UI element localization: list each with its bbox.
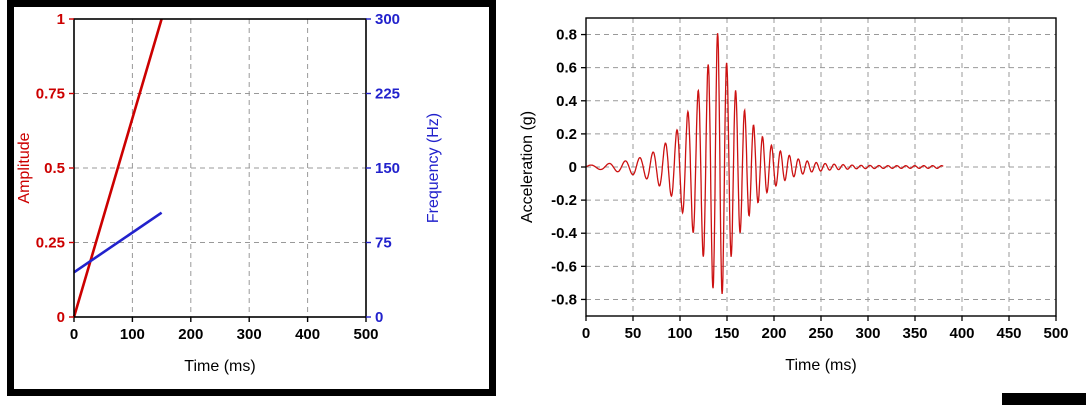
x-tick-label: 200 (178, 326, 203, 343)
y-right-tick-label: 75 (375, 235, 392, 252)
y-tick-label: 0.4 (556, 93, 578, 110)
x-tick-label: 450 (996, 325, 1021, 342)
amplitude-frequency-chart-panel: 0 100 200 300 400 500 0 0.25 0.5 0.75 1 0 75 150 225 30… (7, 0, 496, 396)
x-tick-label: 500 (353, 326, 378, 343)
right-plot-area: 0 50 100 150 200 250 300 350 400 450 500 0.8 0.6 0.4 0… (551, 17, 1069, 342)
left-yaxis-right-title: Frequency (Hz) (425, 113, 442, 223)
y-right-tick-label: 150 (375, 160, 400, 177)
ticks-and-labels: 0 50 100 150 200 250 300 350 400 450 500 0.8 0.6 0.4 0… (551, 27, 1068, 342)
acceleration-chart: 0 50 100 150 200 250 300 350 400 450 500 0.8 0.6 0.4 0… (519, 17, 1069, 374)
left-yaxis-left-title: Amplitude (16, 132, 33, 203)
acceleration-trace (585, 33, 944, 294)
x-tick-label: 300 (855, 325, 880, 342)
x-tick-label: 100 (120, 326, 145, 343)
y-right-tick-label: 0 (375, 309, 383, 326)
black-corner-bar (1002, 393, 1086, 405)
ticks-and-labels: 0 100 200 300 400 50000.250.50.75107515022530… (36, 11, 400, 343)
x-tick-label: 200 (761, 325, 786, 342)
amplitude-line (72, 18, 163, 318)
y-left-tick-label: 1 (57, 11, 65, 28)
y-tick-label: -0.2 (551, 192, 577, 209)
x-tick-label: 100 (667, 325, 692, 342)
y-left-tick-label: 0 (57, 309, 65, 326)
x-tick-label: 400 (295, 326, 320, 343)
x-tick-label: 0 (582, 325, 590, 342)
left-plot-area: 0 100 200 300 400 50000.250.50.75107515022530… (36, 11, 400, 343)
y-left-tick-label: 0.5 (44, 160, 65, 177)
y-tick-label: 0.6 (556, 60, 577, 77)
y-tick-label: 0.8 (556, 27, 577, 44)
left-xaxis-title: Time (ms) (184, 358, 255, 375)
x-tick-label: 250 (808, 325, 833, 342)
x-tick-label: 150 (714, 325, 739, 342)
acceleration-chart-panel: 0 50 100 150 200 250 300 350 400 450 500 0.8 0.6 0.4 0… (516, 6, 1082, 398)
y-tick-label: -0.4 (551, 225, 578, 242)
series (72, 18, 163, 318)
x-tick-label: 400 (949, 325, 974, 342)
y-left-tick-label: 0.75 (36, 86, 65, 103)
y-right-tick-label: 300 (375, 11, 400, 28)
gridlines (74, 19, 366, 317)
y-tick-label: -0.8 (551, 291, 577, 308)
amplitude-frequency-chart: 0 100 200 300 400 50000.250.50.75107515022530… (16, 11, 442, 375)
y-right-tick-label: 225 (375, 86, 400, 103)
y-left-tick-label: 0.25 (36, 235, 65, 252)
y-tick-label: 0.2 (556, 126, 577, 143)
x-tick-label: 50 (625, 325, 642, 342)
y-tick-label: 0 (569, 159, 577, 176)
right-yaxis-title: Acceleration (g) (519, 111, 536, 223)
right-xaxis-title: Time (ms) (785, 357, 856, 374)
x-tick-label: 0 (70, 326, 78, 343)
x-tick-label: 300 (237, 326, 262, 343)
y-tick-label: -0.6 (551, 258, 577, 275)
x-tick-label: 500 (1043, 325, 1068, 342)
x-tick-label: 350 (902, 325, 927, 342)
frequency-line (73, 211, 163, 274)
